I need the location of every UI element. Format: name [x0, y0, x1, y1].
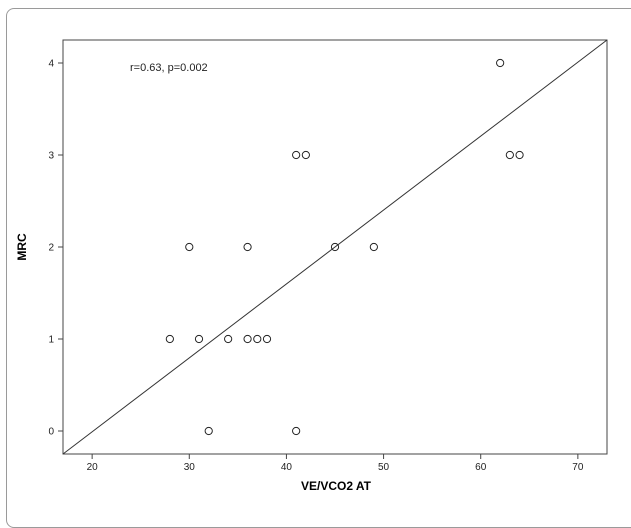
data-point — [496, 58, 505, 68]
data-point — [194, 334, 204, 344]
data-point — [165, 334, 174, 344]
y-tick-label: 2 — [48, 243, 54, 254]
y-tick-label: 4 — [48, 59, 54, 70]
data-points — [165, 58, 524, 436]
y-axis-title: MRC — [15, 233, 29, 261]
x-tick-label: 50 — [378, 462, 390, 473]
data-point — [224, 334, 233, 344]
data-point — [330, 242, 340, 252]
x-tick-label: 70 — [572, 462, 584, 473]
data-point — [262, 334, 272, 344]
fit-line-group — [62, 39, 608, 455]
x-tick-label: 20 — [87, 462, 99, 473]
x-tick-label: 30 — [184, 462, 196, 473]
x-tick-label: 60 — [475, 462, 487, 473]
y-tick-label: 1 — [48, 335, 54, 346]
fit-line — [62, 39, 608, 455]
data-point — [243, 334, 252, 344]
data-point — [292, 426, 301, 436]
data-point — [505, 150, 514, 160]
data-point — [292, 150, 301, 160]
data-point — [243, 242, 252, 252]
data-point — [204, 426, 213, 436]
data-point — [185, 242, 194, 252]
x-tick-label: 40 — [281, 462, 293, 473]
chart-axes: 20 30 40 50 60 70 0 1 2 3 4 — [48, 39, 608, 473]
scatter-chart: 20 30 40 50 60 70 0 1 2 3 4 r=0.63, p=0.002 MRC VE… — [15, 39, 608, 493]
data-point — [301, 150, 310, 160]
correlation-annotation: r=0.63, p=0.002 — [130, 62, 208, 74]
data-point — [515, 150, 524, 160]
data-point — [253, 334, 262, 344]
data-point — [369, 242, 378, 252]
x-axis-title: VE/VCO2 AT — [301, 479, 372, 493]
y-tick-label: 0 — [48, 427, 54, 438]
y-tick-label: 3 — [48, 151, 54, 162]
figure-frame — [6, 8, 631, 528]
